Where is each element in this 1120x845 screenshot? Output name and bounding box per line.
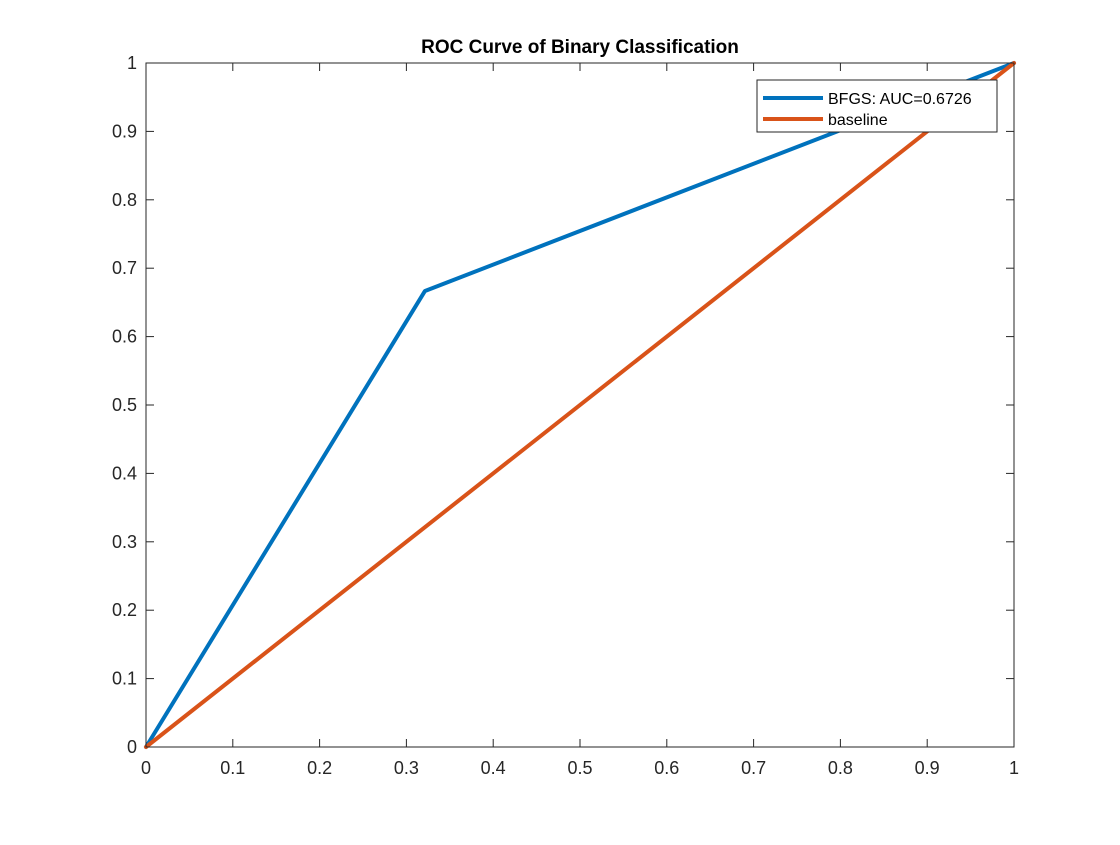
y-tick-label: 0.1 [112,669,137,689]
y-tick-label: 0.8 [112,190,137,210]
y-tick-label: 0.2 [112,600,137,620]
x-tick-label: 0.4 [481,758,506,778]
x-axis-ticks: 0 0.1 0.2 0.3 0.4 0.5 0.6 0.7 0.8 0.9 1 [141,63,1019,778]
legend-label-0: BFGS: AUC=0.6726 [828,91,972,108]
y-tick-label: 0.5 [112,395,137,415]
x-tick-label: 0.2 [307,758,332,778]
legend-box [756,79,998,133]
y-tick-label: 0.4 [112,463,137,483]
legend-label-1: baseline [828,112,888,129]
y-tick-label: 0.7 [112,258,137,278]
series-layer [144,61,1016,749]
x-tick-label: 0.7 [741,758,766,778]
y-tick-label: 0 [127,737,137,757]
x-tick-label: 0.3 [394,758,419,778]
series-line-0 [144,61,1016,749]
x-tick-label: 0.5 [567,758,592,778]
x-tick-label: 0.8 [828,758,853,778]
x-tick-label: 1 [1009,758,1019,778]
y-tick-label: 0.9 [112,121,137,141]
chart-title: ROC Curve of Binary Classification [421,37,739,58]
x-tick-label: 0.9 [915,758,940,778]
y-axis-ticks: 0 0.1 0.2 0.3 0.4 0.5 0.6 0.7 0.8 0.9 1 [112,53,1014,757]
y-tick-label: 0.6 [112,327,137,347]
x-tick-label: 0.6 [654,758,679,778]
series-line-1 [144,61,1016,749]
x-tick-label: 0.1 [220,758,245,778]
x-tick-label: 0 [141,758,151,778]
y-tick-label: 1 [127,53,137,73]
legend-entries: BFGS: AUC=0.6726 baseline [763,91,972,129]
legend: BFGS: AUC=0.6726 baseline [756,79,998,133]
y-tick-label: 0.3 [112,532,137,552]
